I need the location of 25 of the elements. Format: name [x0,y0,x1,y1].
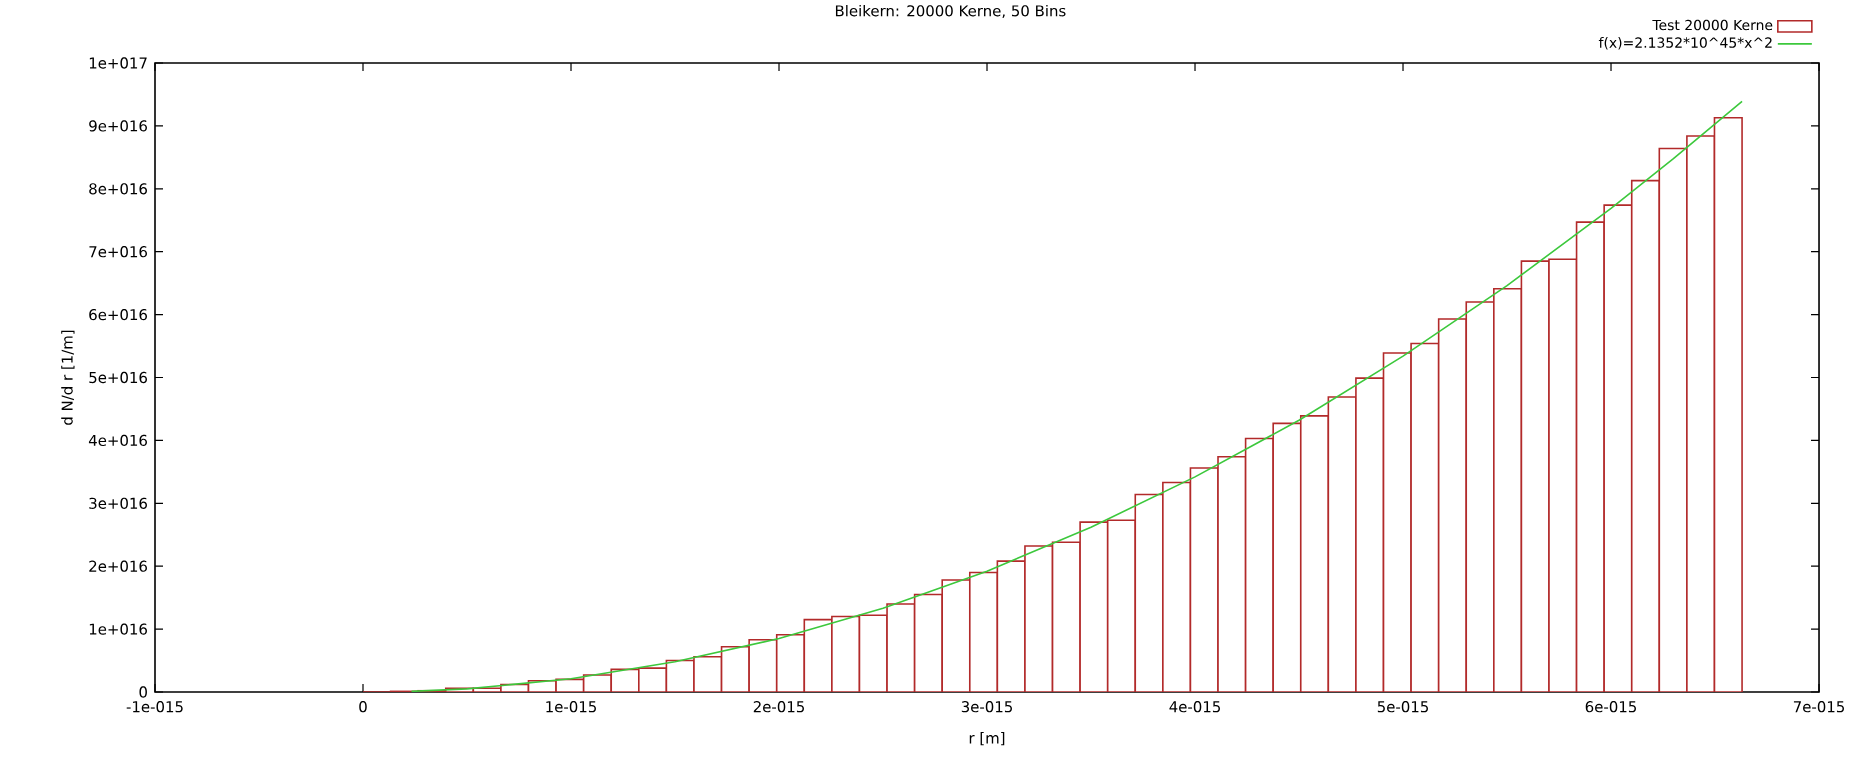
y-tick-label: 8e+016 [89,183,147,195]
y-tick-label: 1e+016 [89,623,147,635]
y-axis-title: d N/d r [1/m] [61,330,75,425]
y-tick-label: 9e+016 [89,120,147,132]
y-tick-label: 0 [139,686,147,698]
x-tick-label: 0 [359,701,367,713]
x-tick-label: -1e-015 [126,701,183,713]
x-tick-label: 2e-015 [753,701,804,713]
y-tick-label: 5e+016 [89,371,147,384]
x-tick-label: 6e-015 [1585,701,1636,713]
y-tick-label: 3e+016 [89,497,147,509]
x-tick-label: 7e-015 [1793,701,1844,713]
legend-label: Test 20000 Kerne [1652,19,1773,31]
y-tick-label: 7e+016 [89,246,147,258]
y-tick-label: 1e+017 [89,57,147,69]
chart-title: Bleikern: 20000 Kerne, 50 Bins [835,4,1066,19]
x-tick-label: 5e-015 [1377,701,1428,713]
x-tick-label: 3e-015 [961,701,1012,713]
x-tick-label: 1e-015 [546,701,596,713]
legend-label: f(x)=2.1352*10^45*x^2 [1598,37,1772,50]
y-tick-label: 4e+016 [88,434,147,447]
y-tick-label: 2e+016 [89,560,147,572]
y-tick-label: 6e+016 [89,308,147,321]
x-axis-title: r [m] [969,732,1005,746]
x-tick-label: 4e-015 [1169,701,1220,713]
